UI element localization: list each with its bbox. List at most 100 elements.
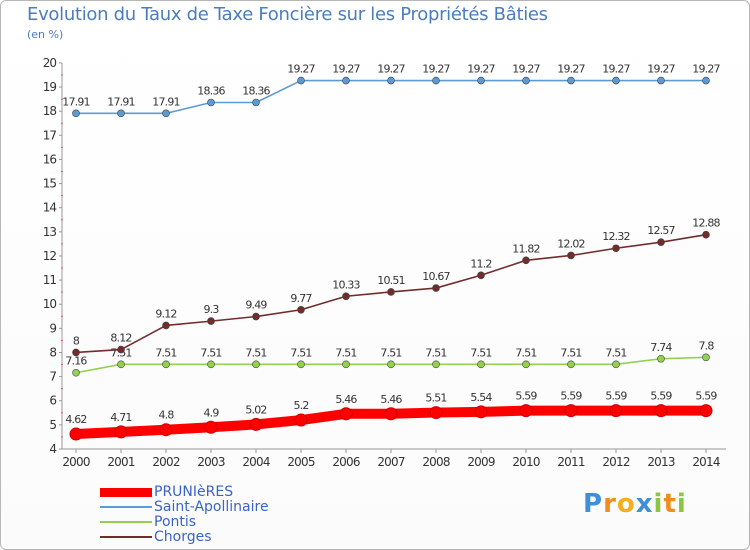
data-point — [522, 76, 530, 85]
data-label: 19.27 — [512, 63, 540, 76]
legend-label: Pontis — [154, 514, 197, 530]
data-point — [207, 98, 215, 107]
data-point — [702, 353, 710, 362]
y-tick-label: 9 — [49, 321, 56, 335]
data-label: 9.77 — [290, 292, 312, 305]
data-point — [432, 76, 440, 85]
data-point — [477, 271, 485, 280]
data-label: 10.67 — [422, 270, 450, 283]
data-point — [72, 348, 80, 357]
data-point — [522, 360, 530, 369]
data-label: 4.71 — [110, 411, 131, 424]
y-tick-label: 10 — [43, 297, 57, 311]
y-tick-label: 4 — [49, 442, 56, 456]
data-label: 8.12 — [110, 332, 131, 345]
y-tick-label: 20 — [43, 56, 57, 70]
data-point — [567, 76, 575, 85]
logo-letter: t — [663, 489, 677, 519]
data-label: 19.27 — [557, 63, 585, 76]
data-label: 9.49 — [245, 299, 267, 312]
y-tick-label: 18 — [43, 104, 57, 118]
data-point — [564, 404, 578, 418]
data-label: 18.36 — [242, 84, 270, 97]
data-point — [69, 427, 83, 441]
y-tick-label: 8 — [49, 345, 56, 359]
data-label: 7.8 — [698, 339, 714, 352]
data-label: 7.51 — [605, 346, 626, 359]
data-label: 4.8 — [158, 409, 174, 422]
data-point — [702, 230, 710, 239]
data-point — [252, 98, 260, 107]
data-point — [474, 405, 488, 419]
data-point — [432, 284, 440, 292]
y-tick-label: 7 — [49, 370, 56, 384]
legend-label: Saint-Apollinaire — [154, 499, 269, 515]
data-label: 5.59 — [605, 390, 627, 403]
x-tick-label: 2009 — [467, 455, 495, 469]
data-label: 5.51 — [425, 392, 446, 405]
data-label: 8 — [73, 334, 80, 347]
data-point — [207, 317, 215, 325]
data-point — [612, 76, 620, 85]
data-label: 5.46 — [380, 393, 402, 406]
data-label: 7.51 — [155, 346, 176, 359]
data-label: 18.36 — [197, 84, 225, 97]
chart-title: Evolution du Taux de Taxe Foncière sur l… — [27, 4, 548, 25]
data-label: 7.51 — [200, 346, 221, 359]
data-point — [384, 407, 398, 421]
x-tick-label: 2008 — [422, 455, 450, 469]
x-tick-label: 2003 — [197, 455, 225, 469]
data-label: 19.27 — [647, 63, 675, 76]
data-label: 12.88 — [692, 217, 720, 230]
data-point — [429, 406, 443, 420]
data-label: 10.33 — [332, 278, 360, 291]
data-point — [567, 251, 575, 260]
data-label: 7.51 — [380, 346, 401, 359]
data-label: 7.51 — [425, 346, 446, 359]
data-point — [342, 292, 350, 301]
x-tick-label: 2005 — [287, 455, 315, 469]
legend-swatch — [100, 536, 152, 538]
legend-label: Chorges — [154, 529, 212, 545]
data-point — [207, 360, 215, 369]
data-label: 5.59 — [515, 390, 537, 403]
data-label: 19.27 — [467, 63, 495, 76]
data-point — [297, 360, 305, 369]
data-point — [522, 256, 530, 265]
data-label: 7.51 — [245, 346, 266, 359]
y-tick-label: 13 — [43, 225, 57, 239]
data-label: 7.51 — [470, 346, 491, 359]
y-tick-label: 19 — [43, 80, 57, 94]
y-tick-label: 5 — [49, 418, 56, 432]
data-point — [657, 238, 665, 247]
data-label: 17.91 — [107, 95, 135, 108]
logo-letter: i — [676, 489, 687, 519]
data-label: 4.9 — [203, 406, 219, 419]
data-point — [117, 345, 125, 354]
x-tick-label: 2012 — [602, 455, 630, 469]
x-tick-label: 2000 — [62, 455, 90, 469]
data-point — [609, 404, 623, 418]
data-label: 9.12 — [155, 307, 176, 320]
data-point — [117, 360, 125, 369]
data-point — [387, 288, 395, 296]
data-point — [342, 76, 350, 85]
data-point — [387, 360, 395, 369]
data-point — [702, 76, 710, 85]
data-point — [252, 312, 260, 321]
data-point — [162, 109, 170, 118]
data-label: 7.51 — [290, 346, 311, 359]
data-point — [699, 404, 713, 418]
data-point — [339, 407, 353, 421]
logo-letter: o — [616, 489, 636, 519]
data-point — [654, 404, 668, 418]
data-point — [387, 76, 395, 85]
data-label: 4.62 — [65, 413, 86, 426]
data-label: 17.91 — [152, 95, 180, 108]
data-label: 5.54 — [470, 391, 492, 404]
data-point — [294, 413, 308, 427]
data-label: 19.27 — [332, 63, 360, 76]
logo-letter: P — [583, 489, 604, 519]
